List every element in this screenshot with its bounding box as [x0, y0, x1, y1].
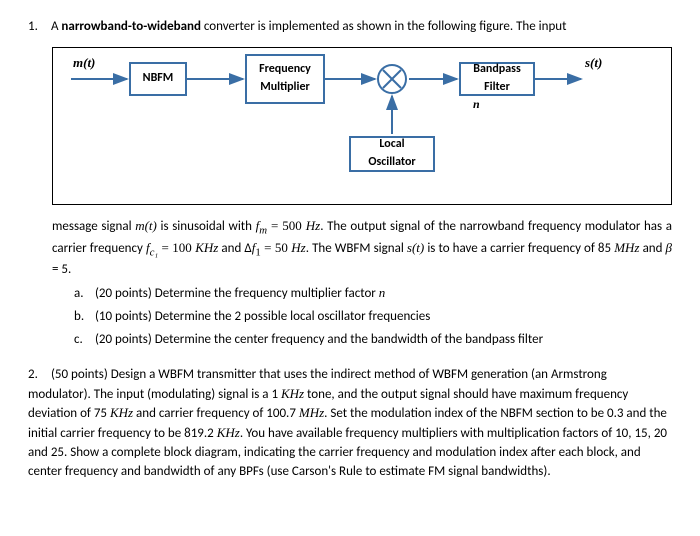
q1-body-paragraph: message signal m(t) is sinusoidal with f… [52, 217, 672, 280]
q1-number: 1. [28, 18, 48, 37]
q1-intro-b: converter is implemented as shown in the… [201, 19, 567, 34]
q1a-text: Determine the frequency multiplier facto… [155, 286, 379, 301]
q1-intro-bold: narrowband-to-wideband [61, 19, 201, 34]
block-bandpass-filter: Bandpass Filter [459, 62, 535, 96]
locosc-line1: Local [351, 136, 433, 153]
block-diagram: m(t) NBFM Frequency Multiplier n Bandpas… [52, 47, 672, 205]
block-nbfm: NBFM [129, 62, 187, 96]
q1-sub-b: b. (10 points) Determine the 2 possible … [74, 308, 672, 327]
q1b-letter: b. [74, 308, 92, 327]
label-st: s(t) [585, 54, 602, 73]
q2-number: 2. [28, 366, 48, 385]
q1c-text: Determine the center frequency and the b… [155, 332, 543, 347]
q1-intro-text: A narrowband-to-wideband converter is im… [51, 19, 567, 34]
q2-t3: and carrier frequency of 100.7 [133, 406, 299, 421]
q2-points: (50 points) [51, 367, 111, 382]
q1-sub-a: a. (20 points) Determine the frequency m… [74, 284, 672, 304]
freqmul-line2: Multiplier [247, 79, 323, 96]
bpf-line2: Filter [461, 79, 533, 96]
block-freq-multiplier: Frequency Multiplier n [245, 54, 325, 104]
label-mt: m(t) [73, 54, 95, 73]
q1c-points: (20 points) [95, 332, 155, 347]
q1-intro: 1. A narrowband-to-wideband converter is… [28, 18, 672, 37]
freqmul-line1: Frequency [247, 61, 323, 78]
q1-intro-a: A [51, 19, 61, 34]
q1-sub-c: c. (20 points) Determine the center freq… [74, 331, 672, 350]
block-local-oscillator: Local Oscillator [349, 136, 435, 172]
q1c-letter: c. [74, 331, 92, 350]
q1b-points: (10 points) [95, 309, 155, 324]
q1a-letter: a. [74, 285, 92, 304]
freqmul-n: n [473, 96, 480, 113]
q2: 2. (50 points) Design a WBFM transmitter… [28, 366, 672, 482]
bpf-line1: Bandpass [461, 61, 533, 78]
locosc-line2: Oscillator [351, 154, 433, 171]
q1a-points: (20 points) [95, 286, 155, 301]
q1b-text: Determine the 2 possible local oscillato… [155, 309, 431, 324]
q1a-n: n [379, 285, 386, 300]
